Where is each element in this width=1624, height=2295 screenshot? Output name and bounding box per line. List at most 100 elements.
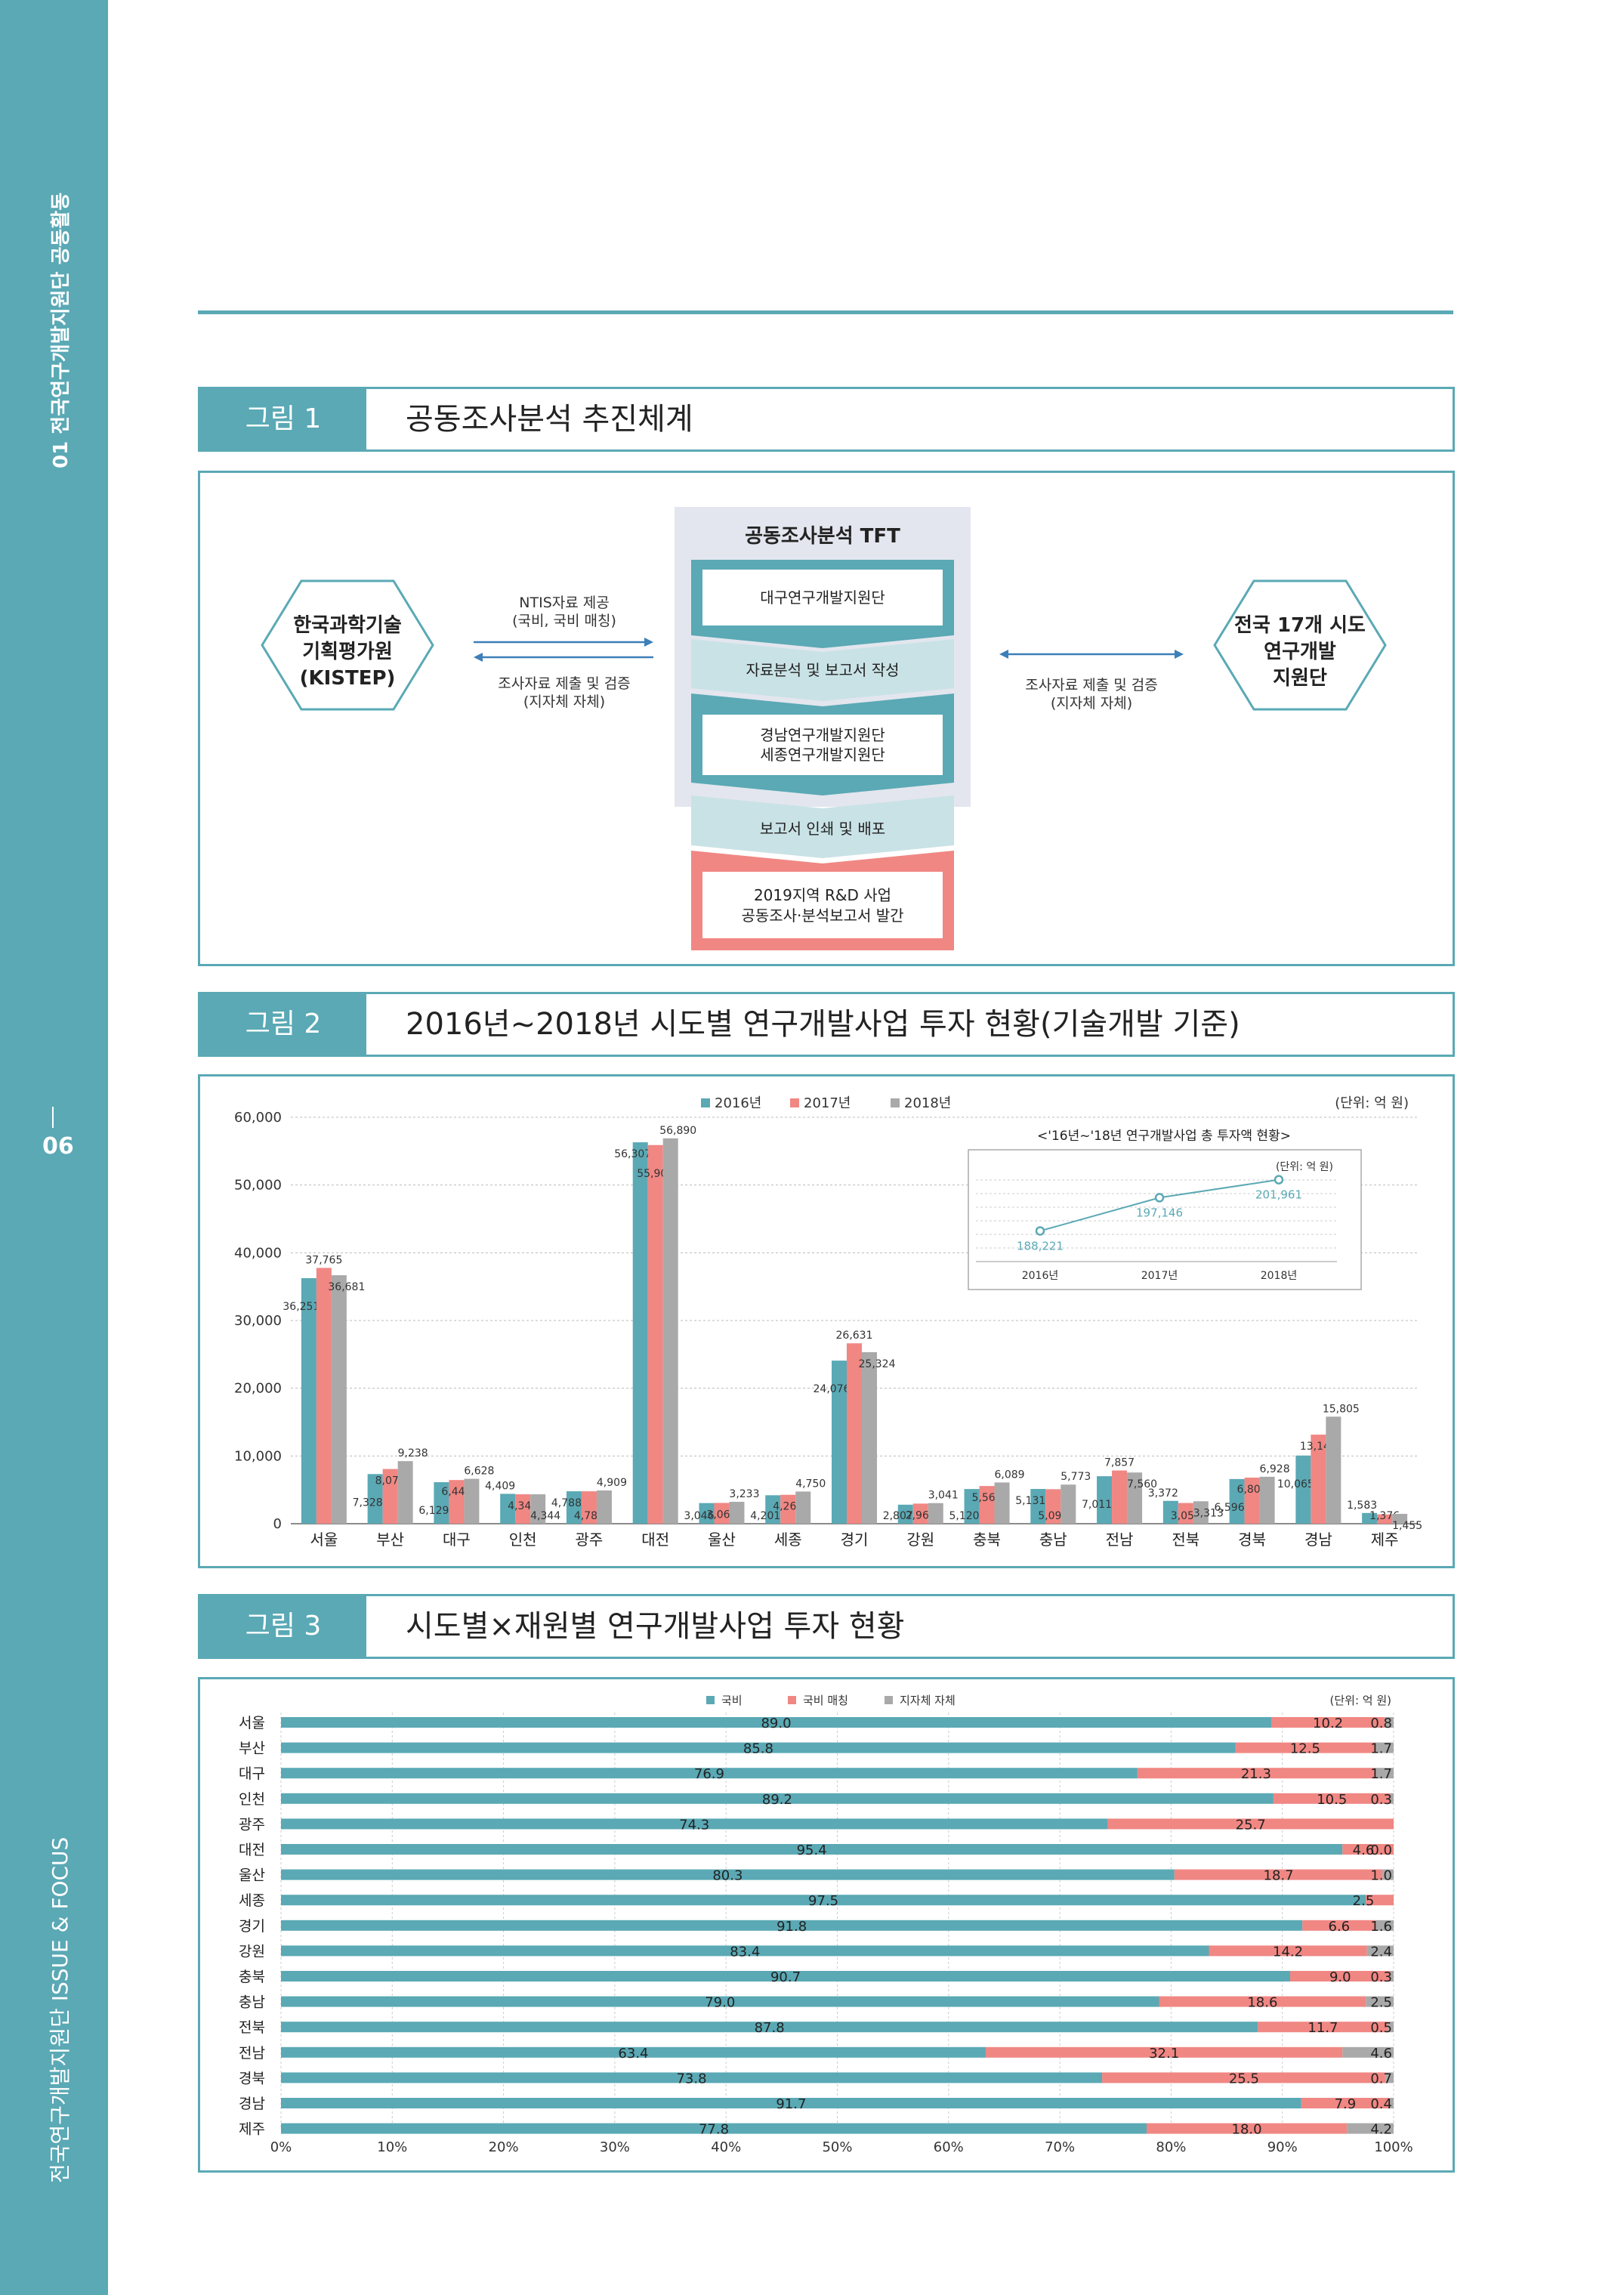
stacked-bar-0 [281, 2123, 1147, 2134]
x-tick-label: 강원 [906, 1531, 934, 1549]
chart-unit: (단위: 억 원) [1335, 1095, 1409, 1111]
bar-1 [581, 1491, 597, 1524]
data-label-2: 15,805 [1323, 1403, 1360, 1415]
data-label-0: 7,328 [353, 1497, 383, 1509]
x-tick-label: 10% [377, 2139, 407, 2155]
stacked-bar-2 [1382, 1869, 1394, 1880]
stacked-bar-2 [1389, 2098, 1394, 2108]
bar-1 [780, 1494, 796, 1524]
x-tick-label: 90% [1267, 2139, 1298, 2155]
value-label-1: 18.6 [1247, 1995, 1277, 2011]
value-label-0: 87.8 [755, 2020, 785, 2036]
bar-2 [397, 1461, 413, 1524]
top-rule [198, 310, 1453, 314]
figure1-header: 그림 1 공동조사분석 추진체계 [198, 387, 1455, 452]
x-tick-label: 전북 [1172, 1531, 1199, 1549]
bar-1 [1244, 1478, 1260, 1524]
value-label-1: 12.5 [1290, 1741, 1320, 1757]
value-label-2: 4.2 [1370, 2122, 1392, 2138]
data-label-0: 6,129 [418, 1505, 449, 1517]
legend-swatch-1 [788, 1696, 796, 1704]
inset-point [1154, 1193, 1165, 1203]
data-label-1: 37,765 [305, 1254, 342, 1266]
x-tick-label: 경기 [841, 1531, 869, 1549]
right-submit-label-2: (지자체 자체) [1051, 695, 1132, 712]
x-tick-label: 충북 [973, 1531, 1001, 1549]
value-label-2: 0.3 [1370, 1969, 1392, 1985]
data-label-0: 6,596 [1215, 1502, 1245, 1514]
bar-0 [566, 1491, 582, 1524]
data-label-0: 4,409 [485, 1480, 515, 1492]
stacked-bar-1 [985, 2046, 1343, 2058]
bar-0 [500, 1493, 516, 1524]
x-tick-label: 충남 [1039, 1531, 1067, 1549]
bar-0 [699, 1503, 715, 1524]
data-label-2: 25,324 [859, 1358, 896, 1370]
inset-x-label: 2017년 [1141, 1270, 1178, 1282]
x-tick-label: 제주 [1371, 1531, 1399, 1549]
value-label-0: 74.3 [679, 1817, 709, 1833]
data-label-2: 6,628 [464, 1466, 494, 1478]
row-label: 경기 [239, 1918, 265, 1935]
bar-2 [1259, 1476, 1275, 1524]
x-tick-label: 울산 [708, 1531, 736, 1549]
inset-frame [968, 1149, 1362, 1290]
value-label-0: 83.4 [730, 1944, 760, 1960]
section-label: 01 전국연구개발지원단 공동활동 [50, 192, 73, 468]
x-tick-label: 대전 [641, 1531, 669, 1549]
bar-1 [912, 1503, 928, 1524]
row-label: 대전 [239, 1842, 265, 1858]
bar-2 [862, 1351, 877, 1524]
legend-label-1: 2017년 [804, 1095, 851, 1111]
data-label-2: 4,909 [597, 1477, 627, 1489]
bar-1 [1377, 1514, 1393, 1524]
bar-0 [1362, 1512, 1378, 1524]
stacked-bar-2 [1385, 2072, 1394, 2083]
legend-swatch-0 [706, 1696, 715, 1704]
row-label: 충남 [239, 1994, 265, 2011]
bar-1 [979, 1486, 995, 1524]
row-label: 울산 [239, 1867, 265, 1884]
value-label-0: 63.4 [618, 2046, 648, 2062]
y-tick-label: 50,000 [234, 1178, 282, 1194]
kistep-label-3: (KISTEP) [300, 667, 396, 690]
value-label-1: 32.1 [1149, 2046, 1179, 2062]
stacked-bar-2 [1374, 1768, 1394, 1779]
stacked-bar-0 [281, 1895, 1366, 1906]
x-tick-label: 전남 [1106, 1531, 1134, 1549]
figure1-tag: 그림 1 [200, 389, 366, 449]
legend-swatch-0 [701, 1098, 710, 1107]
bar-1 [382, 1469, 398, 1524]
stacked-bar-0 [281, 1768, 1138, 1779]
bar-0 [1030, 1488, 1046, 1524]
bar-2 [1326, 1416, 1341, 1524]
bar-1 [647, 1144, 663, 1524]
value-label-2: 0.3 [1370, 1792, 1392, 1808]
x-tick-label: 60% [934, 2139, 964, 2155]
x-tick-label: 100% [1374, 2139, 1413, 2155]
row-label: 제주 [239, 2121, 265, 2138]
value-label-2: 0.5 [1370, 2020, 1392, 2036]
value-label-2: 1.7 [1370, 1741, 1392, 1757]
ntis-label-2: (국비, 국비 매칭) [512, 613, 616, 629]
bar-0 [765, 1495, 781, 1524]
x-tick-label: 50% [822, 2139, 852, 2155]
row-label: 충북 [239, 1969, 265, 1985]
data-label-2: 6,928 [1260, 1463, 1290, 1475]
value-label-0: 91.7 [776, 2096, 806, 2112]
stacked-bar-1 [1102, 2072, 1386, 2083]
row-label: 경남 [239, 2096, 265, 2112]
x-tick-label: 부산 [376, 1531, 404, 1549]
x-tick-label: 세종 [774, 1531, 802, 1549]
row-label: 대구 [239, 1765, 265, 1782]
value-label-2: 1.7 [1370, 1766, 1392, 1782]
kistep-hexagon [261, 579, 434, 711]
bar-2 [928, 1503, 943, 1524]
stacked-bar-0 [281, 1742, 1236, 1753]
value-label-1: 11.7 [1308, 2020, 1338, 2036]
value-label-1: 6.6 [1329, 1919, 1351, 1935]
data-label-2: 4,344 [530, 1510, 560, 1522]
stacked-bar-0 [281, 2046, 986, 2058]
figure3-chart: 국비 국비 매칭 지자체 자체 (단위: 억 원) 0% 10% 20% 30% 40% 50% 6… [239, 1694, 1413, 2155]
stacked-bar-2 [1342, 2046, 1394, 2058]
